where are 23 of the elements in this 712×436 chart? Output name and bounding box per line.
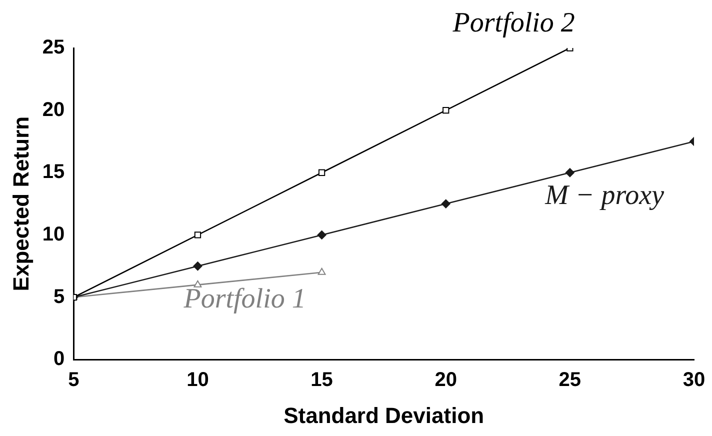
y-tick-label: 10 [42, 223, 65, 246]
y-tick-label: 0 [54, 348, 65, 370]
y-tick-label: 15 [42, 161, 65, 184]
point [318, 169, 326, 176]
y-tick-label: 20 [42, 98, 65, 121]
point [442, 106, 450, 114]
point [565, 168, 574, 178]
series-label: Portfolio 2 [452, 7, 575, 38]
y-tick-label: 25 [42, 36, 65, 59]
x-tick-label: 30 [682, 369, 706, 392]
point [194, 232, 202, 238]
x-axis-title: Standard Deviation [284, 402, 484, 428]
point [441, 199, 450, 208]
x-tick-label: 10 [186, 369, 209, 392]
y-axis-title: Expected Return [8, 116, 34, 292]
point [317, 230, 326, 240]
x-tick-label: 20 [434, 369, 457, 392]
point [193, 262, 202, 271]
series-label: M − proxy [544, 180, 665, 211]
y-tick-label: 5 [54, 286, 65, 308]
x-tick-label: 15 [310, 369, 333, 392]
x-tick-label: 25 [558, 369, 582, 392]
x-tick-label: 5 [68, 369, 80, 392]
